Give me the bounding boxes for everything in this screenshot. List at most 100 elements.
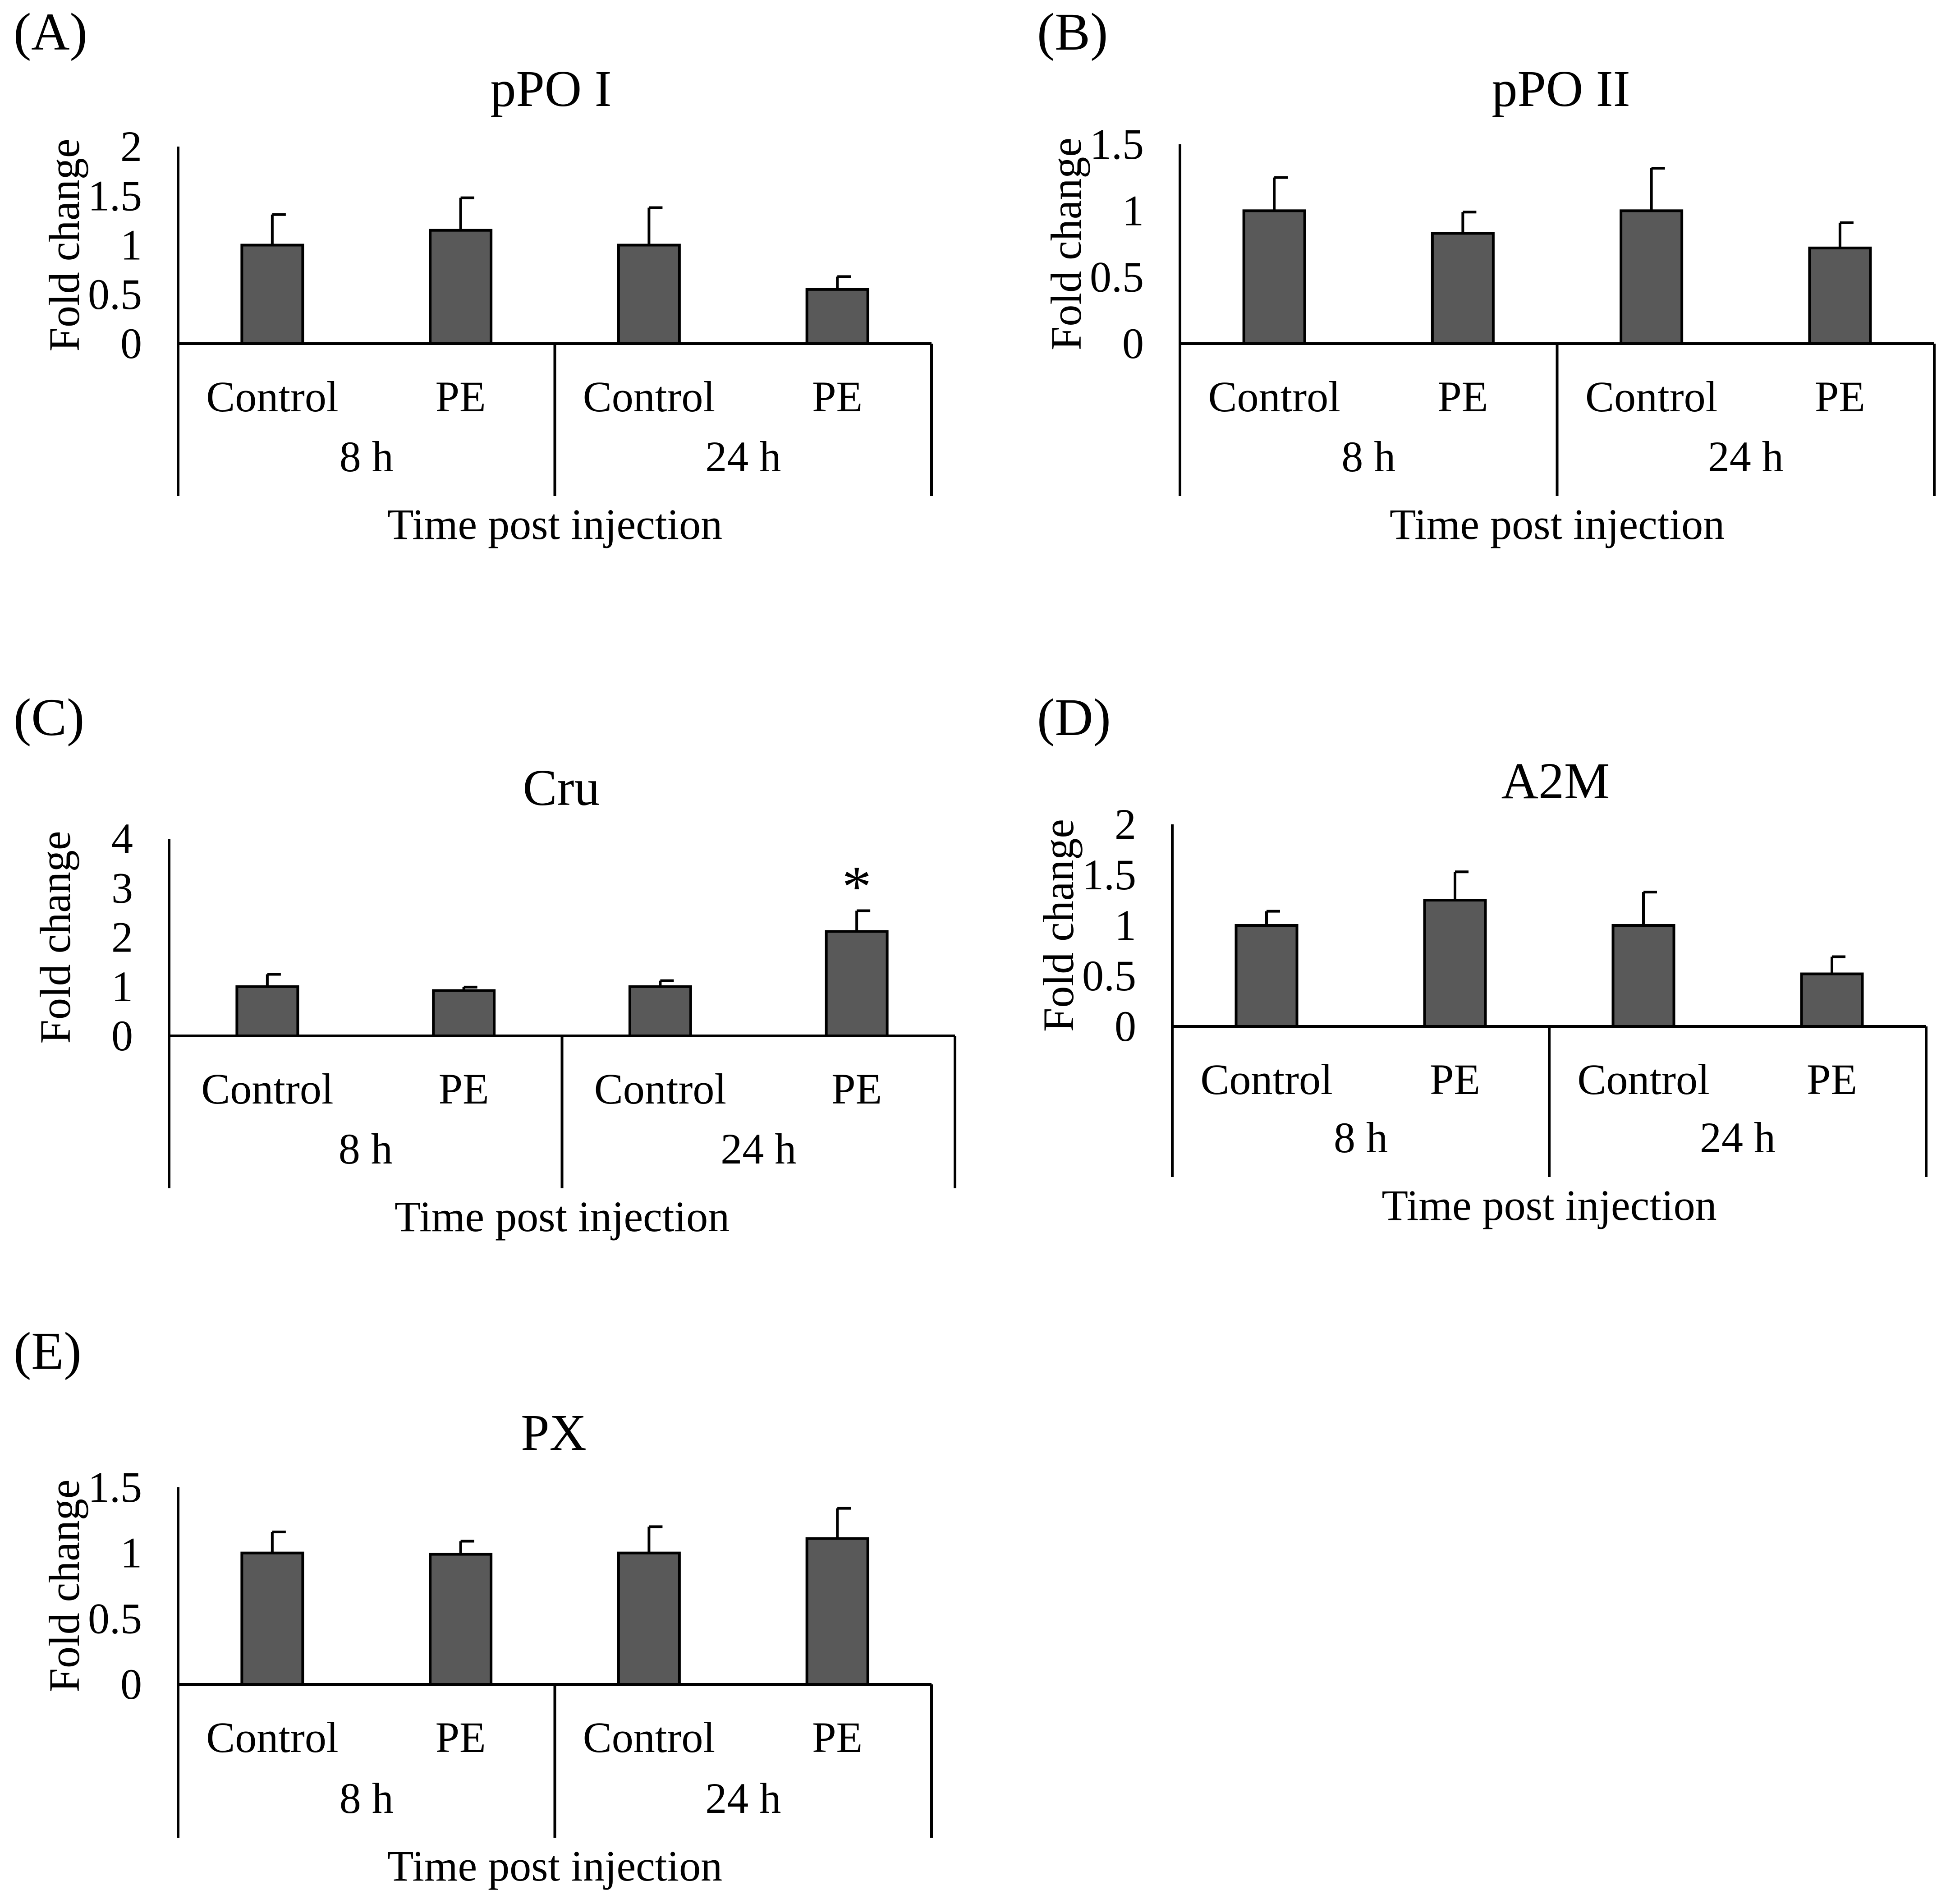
chart-title: A2M bbox=[1501, 752, 1610, 809]
group-label: 8 h bbox=[1334, 1113, 1388, 1162]
bar bbox=[240, 1551, 304, 1686]
y-tick-label: 4 bbox=[111, 814, 133, 863]
bar bbox=[429, 1553, 493, 1686]
x-axis-title: Time post injection bbox=[387, 500, 722, 548]
y-tick-label: 1 bbox=[1122, 186, 1144, 235]
category-label: PE bbox=[1807, 1055, 1857, 1104]
bar bbox=[1800, 972, 1864, 1028]
y-tick-label: 1 bbox=[120, 1529, 142, 1577]
group-label: 8 h bbox=[340, 1774, 394, 1822]
category-label: PE bbox=[436, 1713, 486, 1761]
bar bbox=[628, 985, 692, 1037]
bar bbox=[805, 1537, 869, 1686]
y-axis-title: Fold change bbox=[1034, 819, 1083, 1032]
category-label: Control bbox=[583, 373, 715, 421]
category-label: Control bbox=[201, 1065, 333, 1113]
panel-label: (B) bbox=[1037, 2, 1108, 61]
y-tick-label: 1 bbox=[111, 962, 133, 1011]
group-label: 8 h bbox=[339, 1125, 393, 1173]
bar bbox=[1611, 924, 1675, 1028]
panel-label: (A) bbox=[14, 2, 87, 61]
bar bbox=[805, 288, 869, 345]
category-label: PE bbox=[436, 373, 486, 421]
bar bbox=[1242, 209, 1306, 345]
chart-panel: (A) pPO I 00.511.52 Fold change Control PE Con… bbox=[14, 2, 933, 548]
y-tick-label: 3 bbox=[111, 864, 133, 912]
panel-label: (C) bbox=[14, 688, 84, 747]
y-tick-label: 0 bbox=[1122, 319, 1144, 368]
category-label: PE bbox=[1437, 373, 1488, 421]
x-axis-title: Time post injection bbox=[1390, 500, 1725, 548]
category-label: PE bbox=[812, 373, 863, 421]
category-label: PE bbox=[1430, 1055, 1480, 1104]
group-label: 8 h bbox=[340, 432, 394, 481]
chart-title: pPO I bbox=[490, 60, 611, 117]
category-label: Control bbox=[1208, 373, 1340, 421]
category-label: Control bbox=[206, 373, 338, 421]
bar bbox=[1235, 924, 1299, 1028]
bar bbox=[1808, 246, 1872, 345]
y-tick-label: 0.5 bbox=[88, 270, 142, 318]
group-label: 8 h bbox=[1341, 432, 1395, 481]
group-label: 24 h bbox=[1700, 1113, 1776, 1162]
chart-title: PX bbox=[521, 1404, 587, 1461]
significance-marker: * bbox=[842, 855, 872, 920]
group-label: 24 h bbox=[705, 432, 781, 481]
y-axis-title: Fold change bbox=[1042, 138, 1090, 350]
y-tick-label: 0 bbox=[120, 1660, 142, 1708]
x-axis-title: Time post injection bbox=[387, 1842, 722, 1890]
y-tick-label: 1 bbox=[1115, 901, 1136, 949]
bar bbox=[617, 1551, 681, 1686]
y-axis-title: Fold change bbox=[31, 831, 79, 1044]
bar bbox=[825, 930, 889, 1037]
panel-label: (D) bbox=[1037, 688, 1111, 747]
y-tick-label: 2 bbox=[1115, 800, 1136, 848]
chart-title: pPO II bbox=[1492, 60, 1630, 117]
bar bbox=[1620, 209, 1684, 345]
group-label: 24 h bbox=[721, 1125, 796, 1173]
group-label: 24 h bbox=[705, 1774, 781, 1822]
y-tick-label: 1.5 bbox=[88, 171, 142, 220]
y-tick-label: 1.5 bbox=[1090, 120, 1144, 168]
category-label: Control bbox=[583, 1713, 715, 1761]
bar bbox=[240, 244, 304, 345]
category-label: PE bbox=[1815, 373, 1865, 421]
x-axis-title: Time post injection bbox=[395, 1192, 730, 1241]
category-label: Control bbox=[1585, 373, 1717, 421]
panel-label: (E) bbox=[14, 1321, 82, 1380]
category-label: PE bbox=[439, 1065, 489, 1113]
y-tick-label: 2 bbox=[111, 913, 133, 961]
y-tick-label: 1.5 bbox=[1082, 851, 1136, 899]
chart-panel: (D) A2M 00.511.52 Fold change Control PE Contr… bbox=[1034, 688, 1928, 1229]
y-tick-label: 0 bbox=[120, 319, 142, 368]
y-tick-label: 0.5 bbox=[88, 1594, 142, 1642]
category-label: Control bbox=[594, 1065, 726, 1113]
bar bbox=[1431, 232, 1495, 345]
y-tick-label: 0.5 bbox=[1090, 253, 1144, 301]
bar bbox=[1423, 899, 1487, 1028]
bar bbox=[235, 985, 299, 1037]
y-tick-label: 0 bbox=[111, 1012, 133, 1060]
x-axis-title: Time post injection bbox=[1381, 1181, 1717, 1229]
chart-title: Cru bbox=[523, 759, 600, 816]
bar bbox=[617, 244, 681, 345]
category-label: Control bbox=[1200, 1055, 1332, 1104]
y-tick-label: 0.5 bbox=[1082, 952, 1136, 1000]
category-label: PE bbox=[812, 1713, 863, 1761]
category-label: Control bbox=[1577, 1055, 1709, 1104]
category-label: PE bbox=[831, 1065, 882, 1113]
y-tick-label: 2 bbox=[120, 122, 142, 170]
y-tick-label: 1 bbox=[120, 221, 142, 269]
bar bbox=[432, 989, 496, 1037]
y-axis-title: Fold change bbox=[40, 139, 88, 352]
y-tick-label: 0 bbox=[1115, 1002, 1136, 1050]
y-tick-label: 1.5 bbox=[88, 1463, 142, 1511]
y-axis-title: Fold change bbox=[40, 1480, 88, 1692]
bar bbox=[429, 229, 493, 345]
category-label: Control bbox=[206, 1713, 338, 1761]
group-label: 24 h bbox=[1708, 432, 1784, 481]
